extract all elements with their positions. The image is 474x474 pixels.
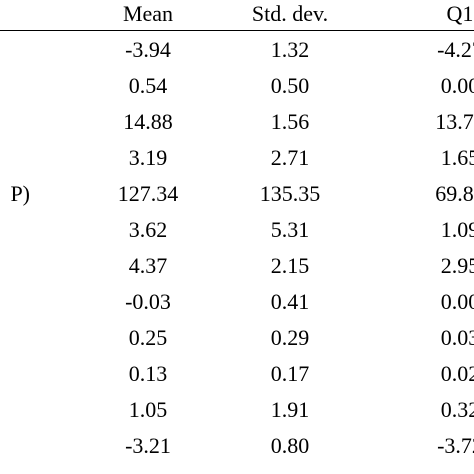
mean-value: -3.94 <box>125 37 171 62</box>
mean-value: -3.21 <box>125 433 171 458</box>
table-row: 0.25 0.29 0.03 <box>0 320 474 356</box>
std-dev-value: 0.17 <box>270 361 310 386</box>
mean-value: 0.54 <box>128 73 168 98</box>
header-q1: Q1 <box>446 1 474 26</box>
mean-value: 127.34 <box>117 181 179 206</box>
mean-value: 4.37 <box>128 253 168 278</box>
table-row: 4.37 2.15 2.95 <box>0 248 474 284</box>
q1-value: 2.95 <box>440 253 474 278</box>
std-dev-value: 1.56 <box>270 109 310 134</box>
table-row: -0.03 0.41 0.00 <box>0 284 474 320</box>
std-dev-value: 5.31 <box>270 217 310 242</box>
header-mean: Mean <box>122 1 174 26</box>
q1-value: 1.09 <box>440 217 474 242</box>
q1-value: 0.00 <box>440 289 474 314</box>
std-dev-value: 0.50 <box>270 73 310 98</box>
table-row: 14.88 1.56 13.73 <box>0 104 474 140</box>
std-dev-value: 135.35 <box>259 181 321 206</box>
q1-value: -4.27 <box>437 37 474 62</box>
table-row: -3.94 1.32 -4.27 <box>0 32 474 68</box>
mean-value: 0.13 <box>128 361 168 386</box>
std-dev-value: 0.41 <box>270 289 310 314</box>
q1-value: 0.00 <box>440 73 474 98</box>
q1-value: 0.02 <box>440 361 474 386</box>
std-dev-value: 0.29 <box>270 325 310 350</box>
q1-value: 0.03 <box>440 325 474 350</box>
header-std-dev: Std. dev. <box>251 1 329 26</box>
q1-value: -3.72 <box>437 433 474 458</box>
table-row: -3.21 0.80 -3.72 <box>0 428 474 464</box>
mean-value: 14.88 <box>123 109 173 134</box>
table-row: 3.19 2.71 1.65 <box>0 140 474 176</box>
table-row: 0.54 0.50 0.00 <box>0 68 474 104</box>
table-row: 1.05 1.91 0.32 <box>0 392 474 428</box>
mean-value: 0.25 <box>128 325 168 350</box>
q1-value: 1.65 <box>440 145 474 170</box>
table-row: P) 127.34 135.35 69.86 <box>0 176 474 212</box>
q1-value: 13.73 <box>435 109 474 134</box>
std-dev-value: 2.15 <box>270 253 310 278</box>
std-dev-value: 1.91 <box>270 397 310 422</box>
header-rule <box>0 30 474 31</box>
q1-value: 0.32 <box>440 397 474 422</box>
q1-value: 69.86 <box>435 181 474 206</box>
table-header-row: Mean Std. dev. Q1 <box>0 0 474 28</box>
std-dev-value: 2.71 <box>270 145 310 170</box>
mean-value: 3.19 <box>128 145 168 170</box>
std-dev-value: 0.80 <box>270 433 310 458</box>
variable-label: P) <box>10 181 30 206</box>
mean-value: 1.05 <box>128 397 168 422</box>
table-row: 0.13 0.17 0.02 <box>0 356 474 392</box>
table-row: 3.62 5.31 1.09 <box>0 212 474 248</box>
std-dev-value: 1.32 <box>270 37 310 62</box>
mean-value: 3.62 <box>128 217 168 242</box>
mean-value: -0.03 <box>125 289 171 314</box>
